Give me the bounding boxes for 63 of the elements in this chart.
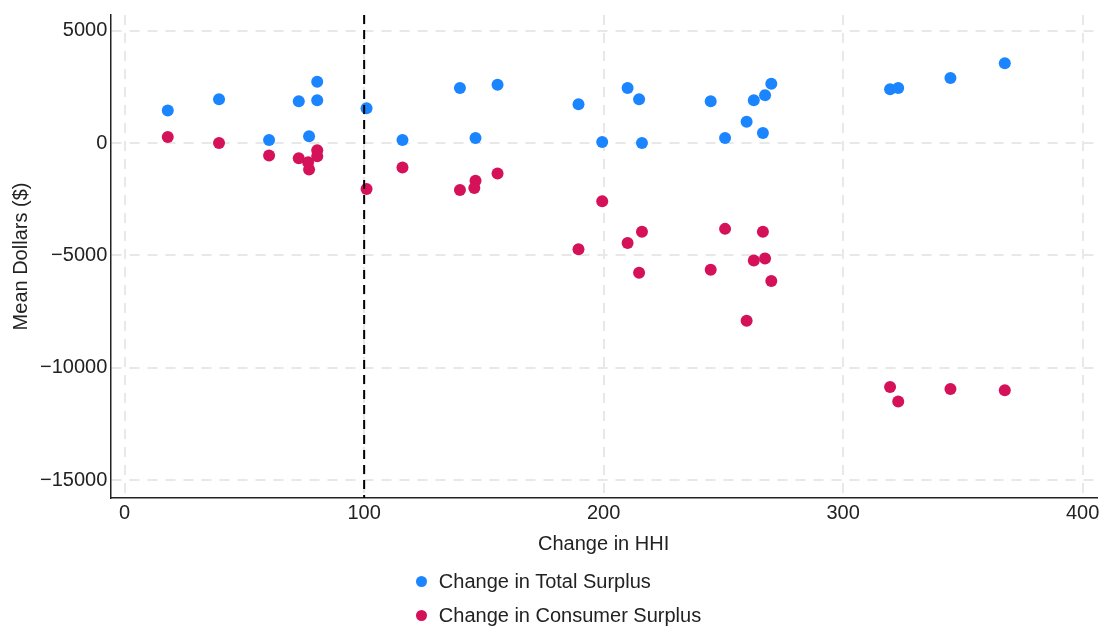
x-tick-label: 400 <box>1065 500 1100 523</box>
point <box>263 133 276 146</box>
point <box>621 237 634 250</box>
point <box>469 131 482 144</box>
point <box>892 82 905 95</box>
x-tick-label: 0 <box>119 500 131 523</box>
point <box>704 263 717 276</box>
point <box>161 130 174 143</box>
point <box>161 104 174 117</box>
point <box>998 384 1011 397</box>
point <box>635 137 648 150</box>
point <box>213 137 226 150</box>
point <box>311 75 324 88</box>
point <box>396 133 409 146</box>
point <box>747 94 760 107</box>
point <box>263 149 276 162</box>
point <box>759 89 772 102</box>
point <box>621 82 634 95</box>
point <box>765 274 778 287</box>
point <box>303 130 316 143</box>
point <box>884 381 897 394</box>
point <box>765 77 778 90</box>
point <box>756 225 769 238</box>
point <box>740 314 753 327</box>
point <box>292 152 305 165</box>
y-tick-label: −10000 <box>40 355 108 378</box>
point <box>596 135 609 148</box>
point <box>396 161 409 174</box>
legend-label: Change in Consumer Surplus <box>438 603 702 627</box>
point <box>491 167 504 180</box>
x-tick-label: 300 <box>826 500 860 523</box>
point <box>572 243 585 256</box>
point <box>292 95 305 108</box>
y-tick-label: 0 <box>96 130 108 153</box>
legend-label: Change in Total Surplus <box>438 569 651 593</box>
point <box>998 57 1011 70</box>
point <box>719 222 732 235</box>
point <box>944 71 957 84</box>
point <box>453 184 466 196</box>
point <box>453 82 466 95</box>
y-axis-title: Mean Dollars ($) <box>8 182 31 331</box>
x-tick-label: 200 <box>586 500 621 523</box>
point <box>704 95 717 108</box>
point <box>740 115 753 128</box>
point <box>747 254 760 267</box>
point <box>572 98 585 111</box>
point <box>596 195 609 208</box>
point <box>491 78 504 91</box>
point <box>759 252 772 265</box>
point <box>756 126 769 139</box>
point <box>311 94 324 107</box>
point <box>944 383 957 396</box>
point <box>633 93 646 106</box>
y-tick-label: −5000 <box>51 242 108 265</box>
x-tick-label: 100 <box>347 500 381 523</box>
point <box>213 93 226 106</box>
point <box>633 266 646 279</box>
y-tick-label: 5000 <box>62 18 108 41</box>
point <box>719 131 732 144</box>
point <box>635 225 648 238</box>
point <box>892 395 905 408</box>
y-tick-label: −15000 <box>40 467 108 490</box>
x-axis-title: Change in HHI <box>538 531 670 554</box>
